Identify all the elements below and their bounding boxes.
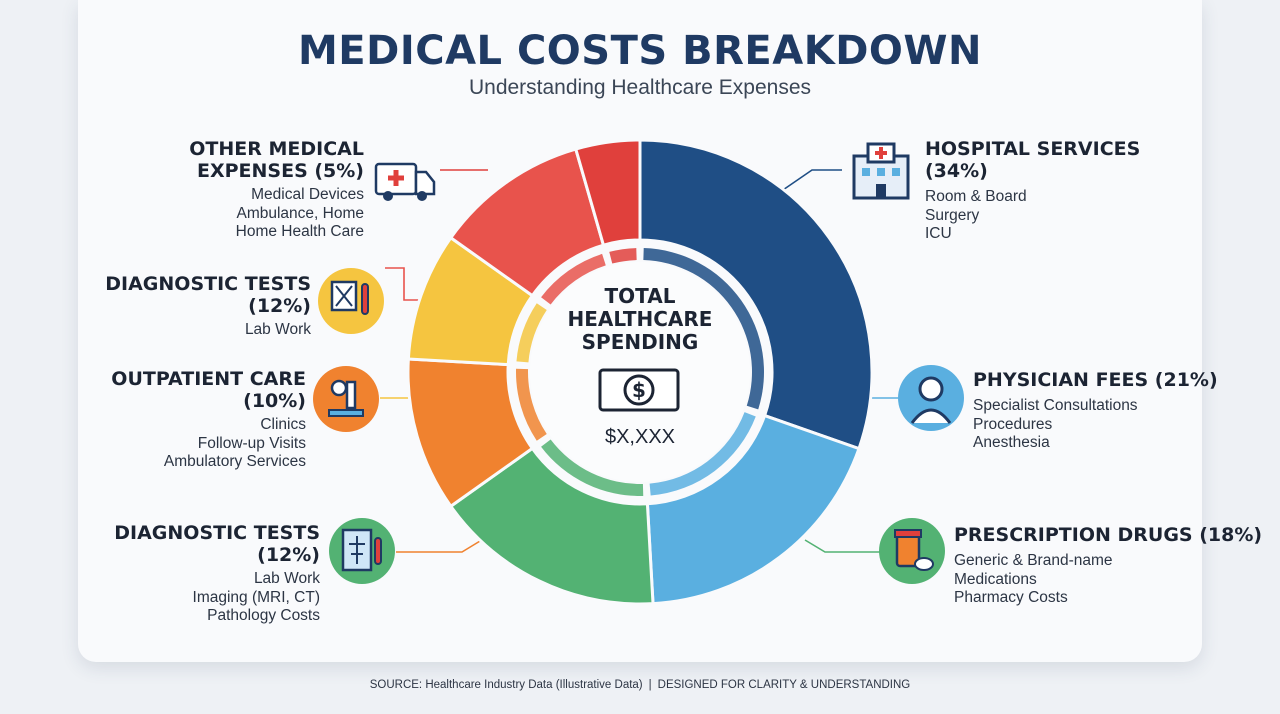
label-name: DIAGNOSTIC TESTS — [114, 522, 320, 544]
label-item: Generic & Brand-name — [954, 552, 1113, 569]
label-name: PRESCRIPTION DRUGS (18%) — [954, 524, 1263, 546]
label-item: Ambulance, Home — [236, 204, 364, 222]
label-name: PHYSICIAN FEES (21%) — [973, 369, 1218, 391]
label-percent: (12%) — [248, 295, 311, 317]
label-name: DIAGNOSTIC TESTS — [105, 273, 311, 295]
center-title: TOTAL HEALTHCARE SPENDING — [540, 285, 740, 354]
footer: SOURCE: Healthcare Industry Data (Illust… — [0, 679, 1280, 691]
medicine-bottle-icon — [879, 518, 945, 584]
slice-hospital-services — [638, 138, 874, 451]
label-item: Medications — [954, 570, 1037, 588]
page-title: MEDICAL COSTS BREAKDOWN — [298, 28, 982, 74]
lab-equipment-icon — [318, 268, 384, 334]
label-item: Anesthesia — [973, 434, 1050, 451]
inner-ring-physician-fees — [649, 412, 756, 496]
label-item: Specialist Consultations — [973, 397, 1138, 414]
doctor-icon — [898, 365, 964, 431]
label-item: ICU — [925, 225, 952, 242]
money-bill-icon: $ — [598, 368, 680, 412]
label-percent: EXPENSES (5%) — [196, 160, 364, 182]
label-physician-fees: PHYSICIAN FEES (21%) Specialist Consulta… — [973, 369, 1218, 453]
label-item: Procedures — [973, 415, 1053, 433]
label-item: Imaging (MRI, CT) — [192, 588, 320, 606]
microscope-icon — [313, 366, 379, 432]
leader-line-diagnostic-tests — [385, 267, 428, 301]
label-hospital-services: HOSPITAL SERVICES (34%) Room & Board Surg… — [925, 138, 1140, 244]
inner-ring-outpatient-care — [516, 303, 547, 363]
label-item: Ambulatory Services — [163, 453, 306, 470]
footer-separator: | — [648, 679, 652, 691]
label-item: Medical Devices — [251, 186, 364, 203]
label-item: Clinics — [260, 416, 306, 433]
page-subtitle: Understanding Healthcare Expenses — [468, 76, 812, 99]
label-name: HOSPITAL SERVICES — [925, 138, 1141, 160]
leader-line-diagnostic-tests — [396, 537, 486, 553]
label-item: Lab Work — [253, 570, 320, 587]
ambulance-icon — [372, 146, 438, 212]
label-item: Room & Board — [925, 188, 1027, 205]
footer-note: DESIGNED FOR CLARITY & UNDERSTANDING — [657, 679, 911, 691]
center-total-value: $X,XXX — [604, 426, 676, 448]
label-item: Pharmacy Costs — [954, 589, 1068, 606]
slice-physician-fees — [645, 413, 861, 606]
inner-ring-other-medical-expenses — [609, 248, 637, 264]
leader-line-prescription-drugs — [804, 539, 880, 553]
slice-other-medical-expenses — [573, 138, 642, 248]
label-prescription-drugs: PRESCRIPTION DRUGS (18%) Generic & Brand… — [954, 524, 1262, 608]
label-percent: (10%) — [243, 390, 306, 412]
label-outpatient-care: OUTPATIENT CARE (10%) Clinics Follow-up V… — [111, 368, 306, 472]
label-item: Home Health Care — [235, 223, 364, 240]
label-name: OTHER MEDICAL — [189, 138, 364, 160]
label-item: Lab Work — [244, 321, 311, 338]
inner-ring-diagnostic-tests — [515, 368, 547, 441]
xray-icon — [329, 518, 395, 584]
label-name: OUTPATIENT CARE — [111, 368, 306, 390]
center-title-line: TOTAL — [604, 284, 676, 308]
center-title-line: HEALTHCARE — [567, 307, 713, 331]
inner-ring-hospital-services — [643, 248, 764, 410]
slice-prescription-drugs — [448, 446, 655, 606]
footer-source: SOURCE: Healthcare Industry Data (Illust… — [369, 679, 643, 691]
leader-line-hospital-services — [779, 169, 842, 193]
label-percent: (12%) — [257, 544, 320, 566]
hospital-building-icon — [848, 138, 914, 204]
label-percent: (34%) — [925, 160, 988, 182]
svg-text:$: $ — [632, 378, 646, 402]
label-item: Surgery — [925, 206, 980, 224]
label-diagnostic-tests-upper: DIAGNOSTIC TESTS (12%) Lab Work — [105, 273, 311, 340]
label-item: Follow-up Visits — [197, 434, 306, 452]
inner-ring-prescription-drugs — [541, 439, 644, 497]
center-title-line: SPENDING — [581, 330, 699, 354]
label-other-medical-expenses: OTHER MEDICAL EXPENSES (5%) Medical Devic… — [189, 138, 364, 242]
label-item: Pathology Costs — [207, 607, 320, 624]
label-diagnostic-tests-lower: DIAGNOSTIC TESTS (12%) Lab Work Imaging (… — [114, 522, 320, 626]
inner-ring-diagnostic-tests — [541, 253, 606, 305]
